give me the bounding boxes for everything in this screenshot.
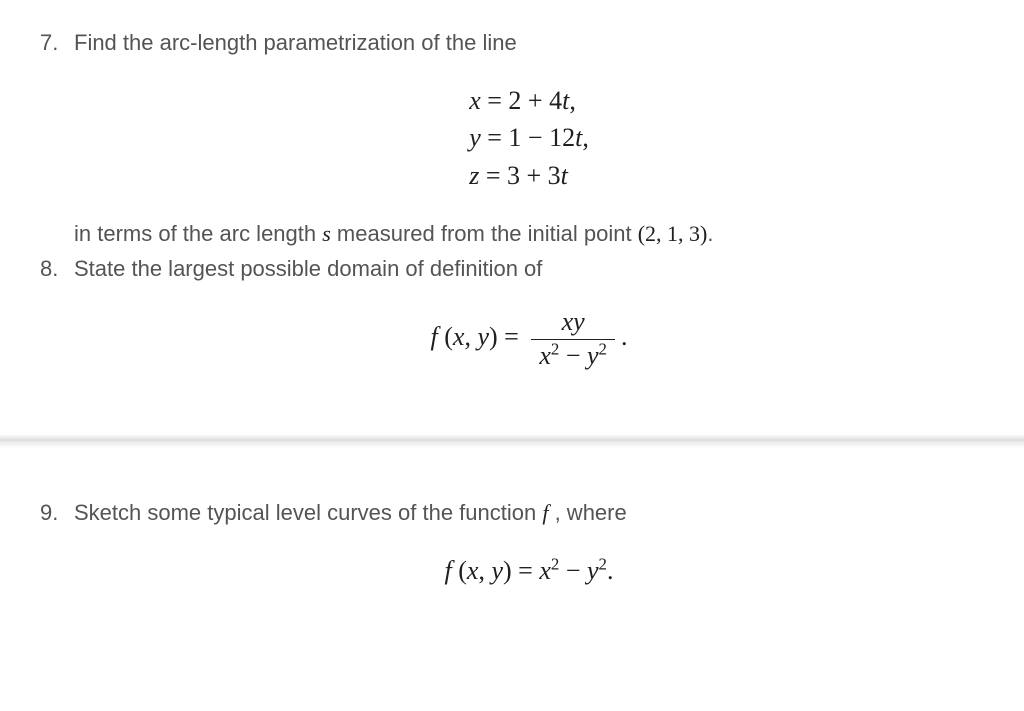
intro-suffix: , where	[548, 500, 626, 525]
problem-outro: in terms of the arc length s measured fr…	[74, 219, 984, 249]
den-y: y	[587, 341, 599, 370]
equation-line: x = 2 + 4t,	[469, 82, 589, 120]
problem-8: 8. State the largest possible domain of …	[40, 254, 984, 394]
trailing-punct: .	[607, 556, 614, 585]
outro-prefix: in terms of the arc length	[74, 221, 322, 246]
section-divider	[0, 434, 1024, 448]
problem-intro: Find the arc-length parametrization of t…	[74, 30, 517, 55]
equation-block: x = 2 + 4t, y = 1 − 12t, z = 3 + 3t	[74, 82, 984, 195]
fraction-denominator: x2 − y2	[531, 340, 615, 371]
eq-lhs-var: z	[469, 161, 479, 190]
equation-line: z = 3 + 3t	[469, 157, 589, 195]
eq-minus: −	[559, 556, 587, 585]
equation-block: f (x, y) = xy x2 − y2 .	[74, 308, 984, 370]
fraction-numerator: xy	[562, 307, 585, 336]
equation-line: y = 1 − 12t,	[469, 119, 589, 157]
problem-body: Sketch some typical level curves of the …	[74, 498, 984, 613]
eq-lhs-var: y	[469, 123, 481, 152]
equation-block: f (x, y) = x2 − y2.	[74, 552, 984, 590]
problem-intro: State the largest possible domain of def…	[74, 256, 542, 281]
problem-7: 7. Find the arc-length parametrization o…	[40, 28, 984, 248]
intro-prefix: Sketch some typical level curves of the …	[74, 500, 542, 525]
trailing-punct: .	[621, 322, 628, 351]
problem-body: Find the arc-length parametrization of t…	[74, 28, 984, 248]
problem-number: 7.	[40, 28, 74, 248]
outro-suffix: .	[707, 221, 713, 246]
eq-lhs-var: x	[469, 86, 481, 115]
problem-number: 8.	[40, 254, 74, 394]
outro-var: s	[322, 221, 331, 246]
eq-y: y	[587, 556, 599, 585]
problem-number: 9.	[40, 498, 74, 613]
page: 7. Find the arc-length parametrization o…	[0, 0, 1024, 640]
problem-body: State the largest possible domain of def…	[74, 254, 984, 394]
function-lhs: f (x, y) =	[430, 322, 525, 351]
eq-x: x	[539, 556, 551, 585]
den-x: x	[539, 341, 551, 370]
equation-lhs: f (x, y) =	[444, 556, 539, 585]
outro-middle: measured from the initial point	[331, 221, 638, 246]
outro-point: (2, 1, 3)	[638, 221, 708, 246]
eq-y-sup: 2	[599, 554, 607, 573]
problem-9: 9. Sketch some typical level curves of t…	[40, 498, 984, 613]
den-minus: −	[559, 341, 587, 370]
fraction: xy x2 − y2	[531, 308, 615, 370]
den-y-sup: 2	[599, 339, 607, 358]
